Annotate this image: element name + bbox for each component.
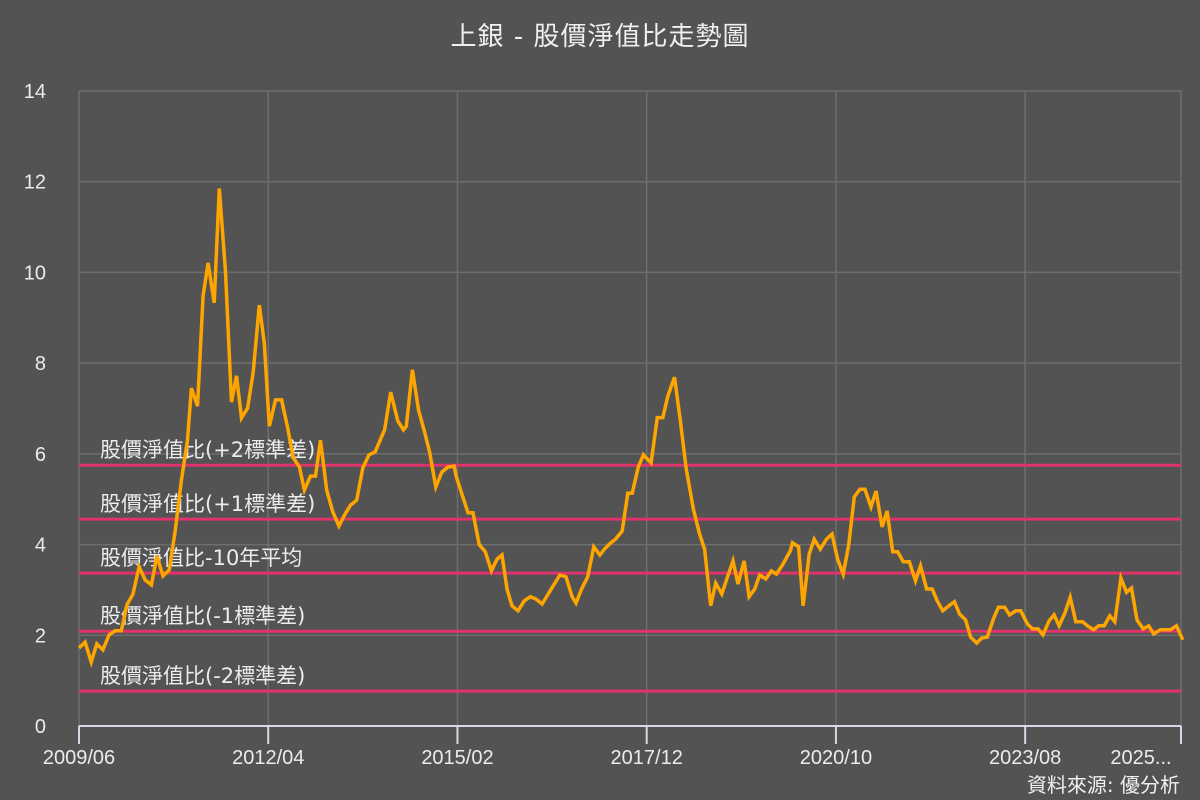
y-tick-label: 4 <box>35 535 46 557</box>
chart-title: 上銀 - 股價淨值比走勢圖 <box>450 22 750 52</box>
y-tick-label: 10 <box>24 262 46 284</box>
reference-lines: 股價淨值比(+2標準差) 股價淨值比(+1標準差) 股價淨值比-10年平均股價淨值比… <box>79 438 1181 693</box>
data-source-note: 資料來源: 優分析 <box>1026 773 1180 797</box>
x-tick-label: 2020/10 <box>800 747 872 769</box>
reference-line-label: 股價淨值比(+1標準差) <box>100 492 315 516</box>
y-tick-label: 8 <box>35 353 46 375</box>
x-axis: 2009/06 2012/04 2015/02 2017/12 2020/10 2023/… <box>43 725 1182 769</box>
y-tick-label: 0 <box>35 716 46 738</box>
x-tick-label: 2017/12 <box>611 747 683 769</box>
y-tick-label: 6 <box>35 444 46 466</box>
reference-line-label: 股價淨值比-10年平均 <box>100 546 302 570</box>
x-tick-label: 2009/06 <box>43 747 115 769</box>
y-tick-label: 12 <box>24 172 46 194</box>
x-tick-label: 2012/04 <box>232 747 304 769</box>
x-tick-label: 2025... <box>1110 747 1171 769</box>
series-line <box>77 188 1185 668</box>
reference-line-label: 股價淨值比(-1標準差) <box>100 604 305 628</box>
pb-ratio-line <box>77 188 1185 668</box>
x-tick-label: 2015/02 <box>421 747 493 769</box>
reference-line-label: 股價淨值比(+2標準差) <box>100 438 315 462</box>
y-axis-ticks: 0 2 4 6 8 10 12 14 <box>24 81 46 738</box>
reference-line-label: 股價淨值比(-2標準差) <box>100 664 305 688</box>
x-tick-label: 2023/08 <box>989 747 1061 769</box>
y-tick-label: 2 <box>35 625 46 647</box>
grid-lines <box>78 90 1182 726</box>
y-tick-label: 14 <box>24 81 46 103</box>
